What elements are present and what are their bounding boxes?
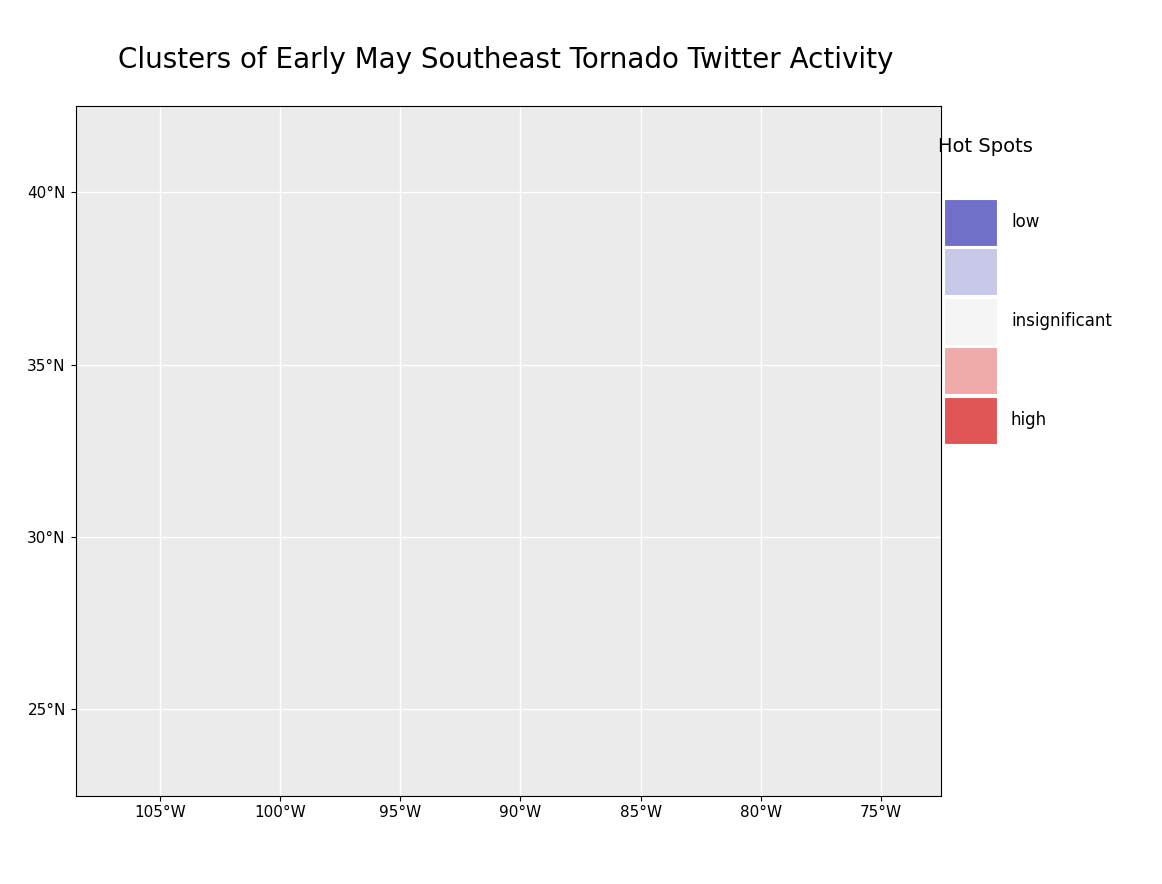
Text: high: high	[1011, 411, 1047, 430]
Text: Clusters of Early May Southeast Tornado Twitter Activity: Clusters of Early May Southeast Tornado …	[117, 46, 894, 74]
Text: Hot Spots: Hot Spots	[938, 138, 1033, 156]
Text: insignificant: insignificant	[1011, 312, 1112, 331]
Text: low: low	[1011, 213, 1039, 232]
